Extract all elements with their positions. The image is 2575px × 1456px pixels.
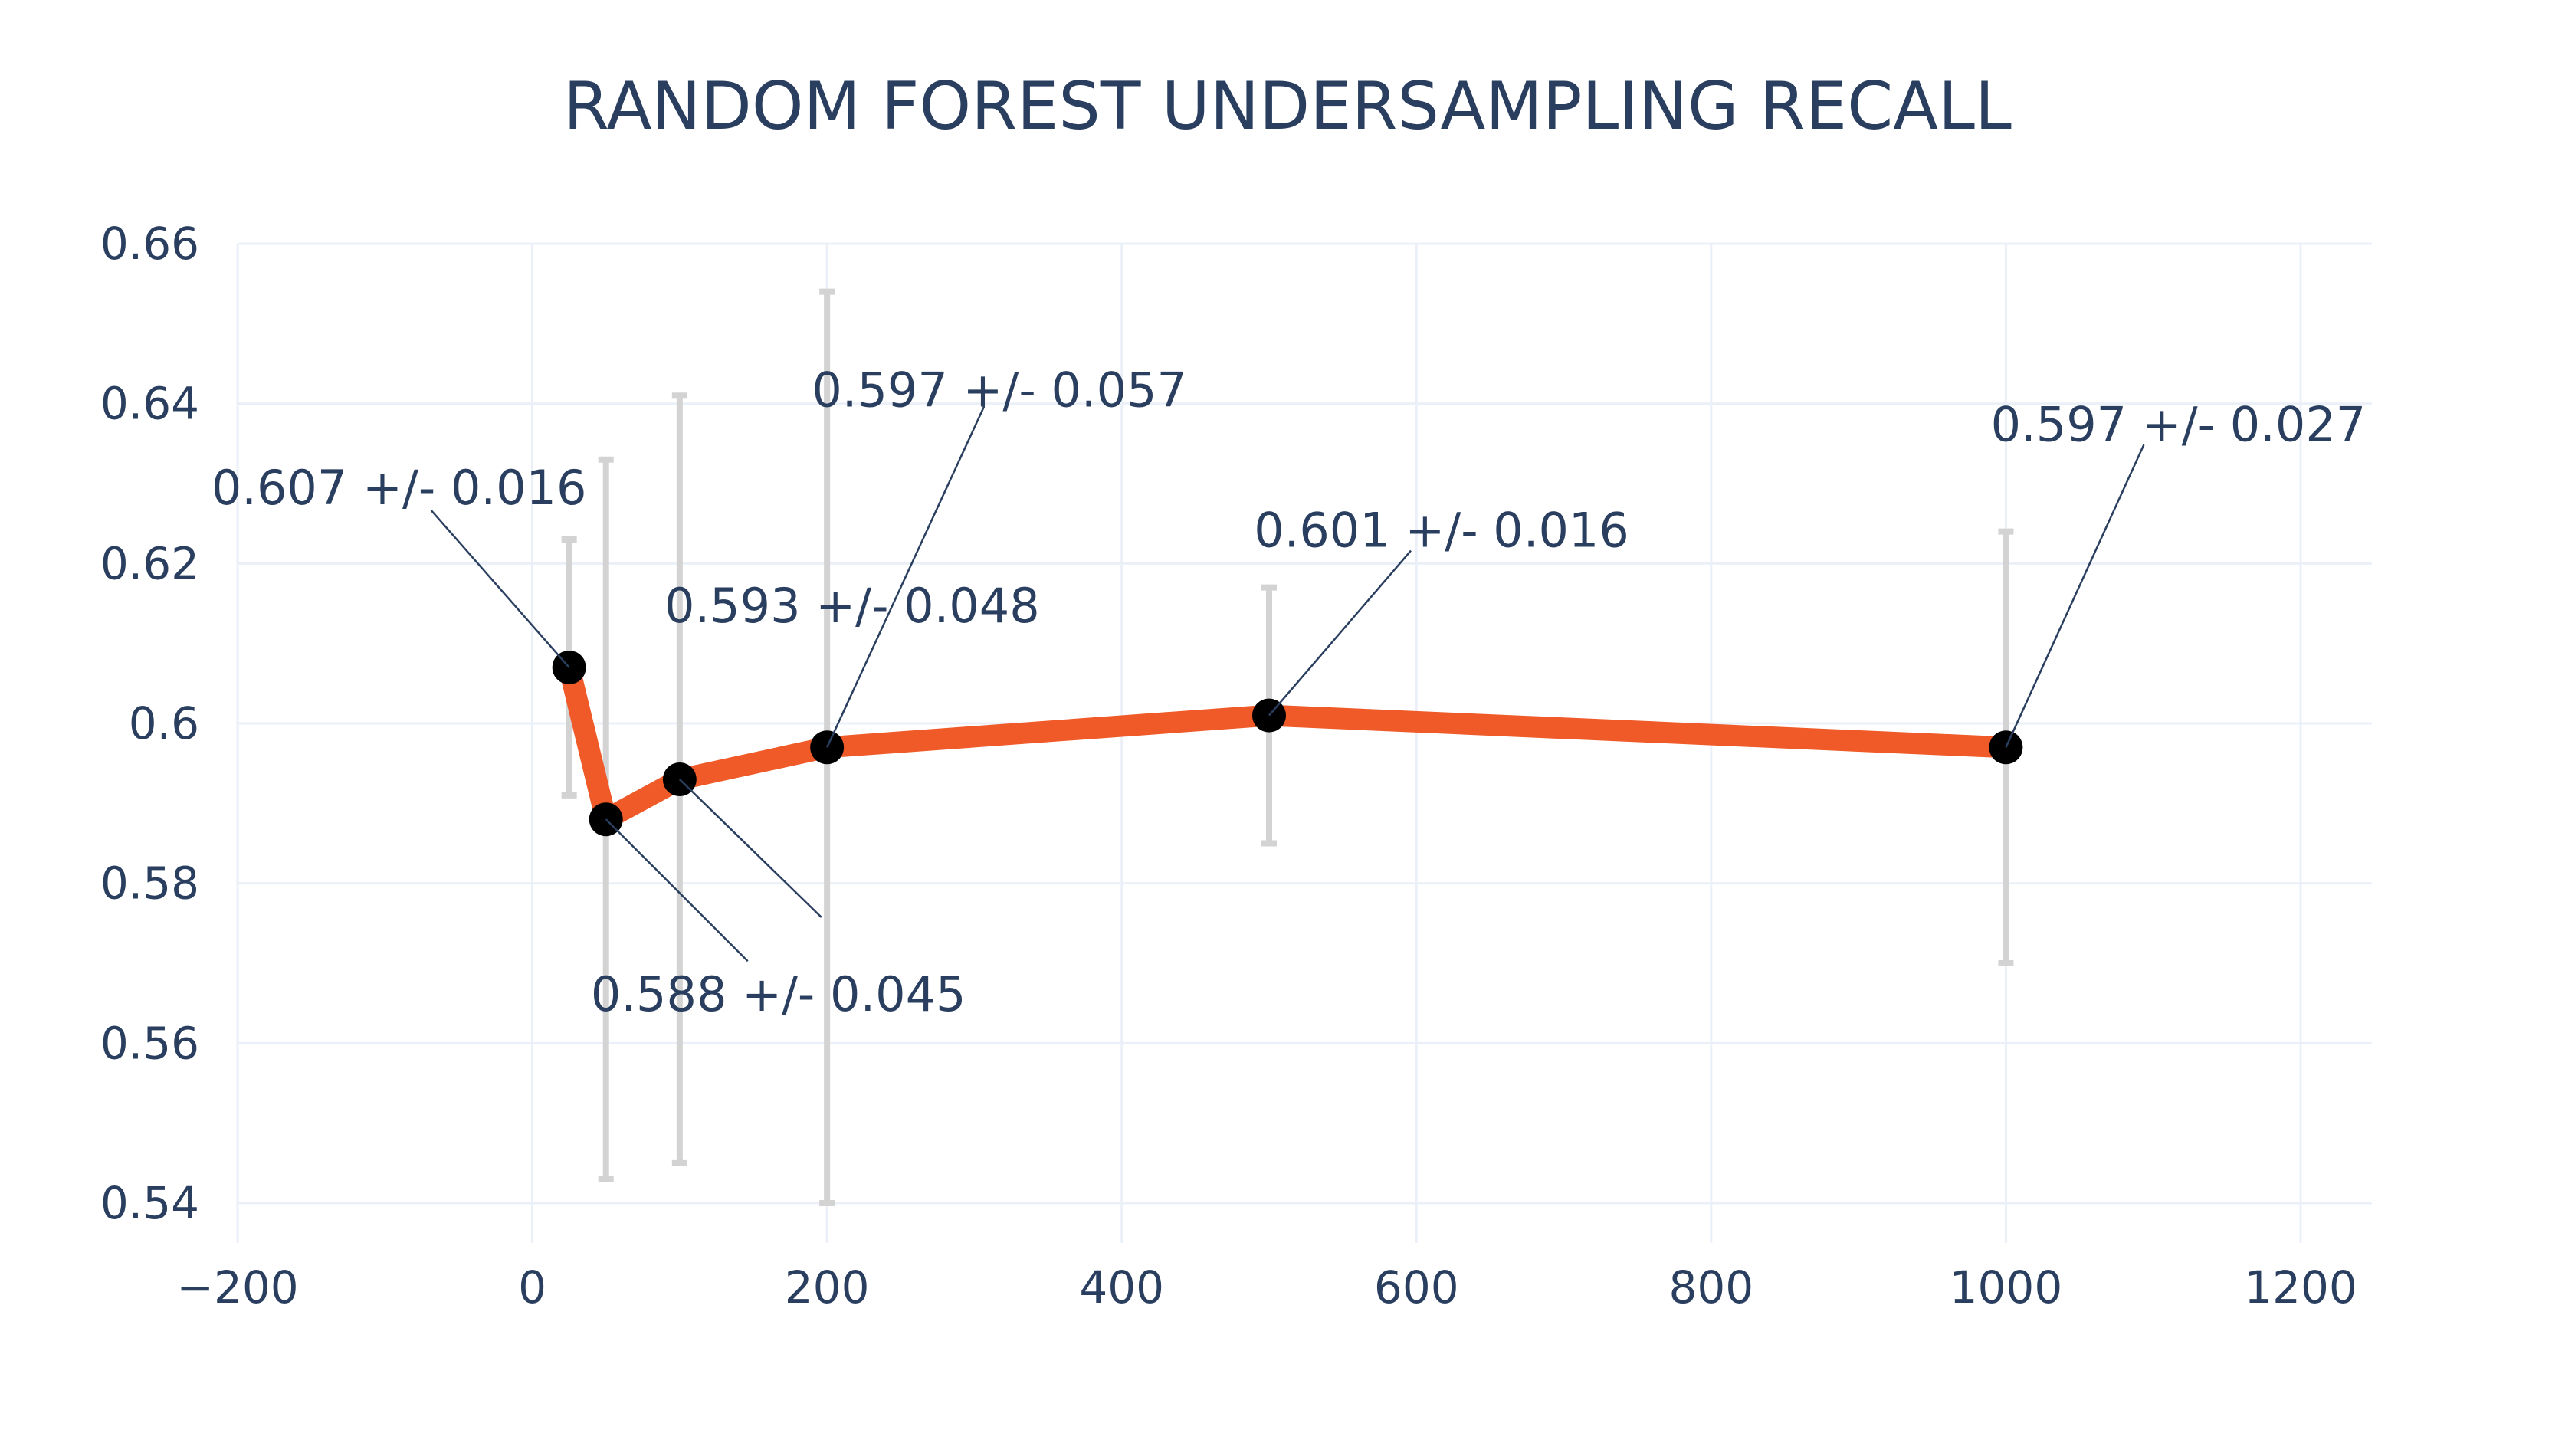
y-tick-label: 0.58 xyxy=(100,858,199,910)
x-tick-label: 600 xyxy=(1374,1261,1459,1313)
x-tick-label: 200 xyxy=(785,1261,870,1313)
x-tick-label: 800 xyxy=(1668,1261,1753,1313)
annotation: 0.597 +/- 0.057 xyxy=(812,362,1187,748)
y-tick-label: 0.66 xyxy=(100,218,199,270)
annotation: 0.601 +/- 0.016 xyxy=(1254,503,1629,717)
annotation-label: 0.597 +/- 0.027 xyxy=(1991,396,2367,452)
y-tick-label: 0.54 xyxy=(100,1177,199,1229)
x-tick-label: 0 xyxy=(518,1261,546,1313)
x-tick-label: 1200 xyxy=(2244,1261,2357,1313)
y-tick-label: 0.56 xyxy=(100,1017,199,1069)
annotation: 0.588 +/- 0.045 xyxy=(591,818,966,1022)
series-line xyxy=(558,656,2017,831)
annotation-label: 0.597 +/- 0.057 xyxy=(812,362,1187,418)
annotation-label: 0.593 +/- 0.048 xyxy=(664,578,1040,634)
annotations: 0.607 +/- 0.016 0.588 +/- 0.045 0.593 +/- … xyxy=(212,362,2366,1022)
annotation: 0.597 +/- 0.027 xyxy=(1991,396,2367,748)
annotation-label: 0.588 +/- 0.045 xyxy=(591,966,966,1022)
y-tick-label: 0.6 xyxy=(129,697,199,749)
y-tick-label: 0.64 xyxy=(100,378,199,430)
tick-labels: −200 0 200 400 600 800 1000 1200 0.54 0.56 0.58 0.6… xyxy=(100,218,2357,1313)
x-tick-label: 400 xyxy=(1079,1261,1164,1313)
series-line-path xyxy=(558,656,2017,831)
x-tick-label: 1000 xyxy=(1950,1261,2063,1313)
annotation-label: 0.601 +/- 0.016 xyxy=(1254,503,1629,559)
annotation-label: 0.607 +/- 0.016 xyxy=(212,460,587,516)
annotation: 0.593 +/- 0.048 xyxy=(664,578,1040,918)
annotation: 0.607 +/- 0.016 xyxy=(212,460,587,668)
y-tick-label: 0.62 xyxy=(100,537,199,589)
chart-title: RANDOM FOREST UNDERSAMPLING RECALL xyxy=(563,68,2012,145)
x-tick-label: −200 xyxy=(176,1261,298,1313)
